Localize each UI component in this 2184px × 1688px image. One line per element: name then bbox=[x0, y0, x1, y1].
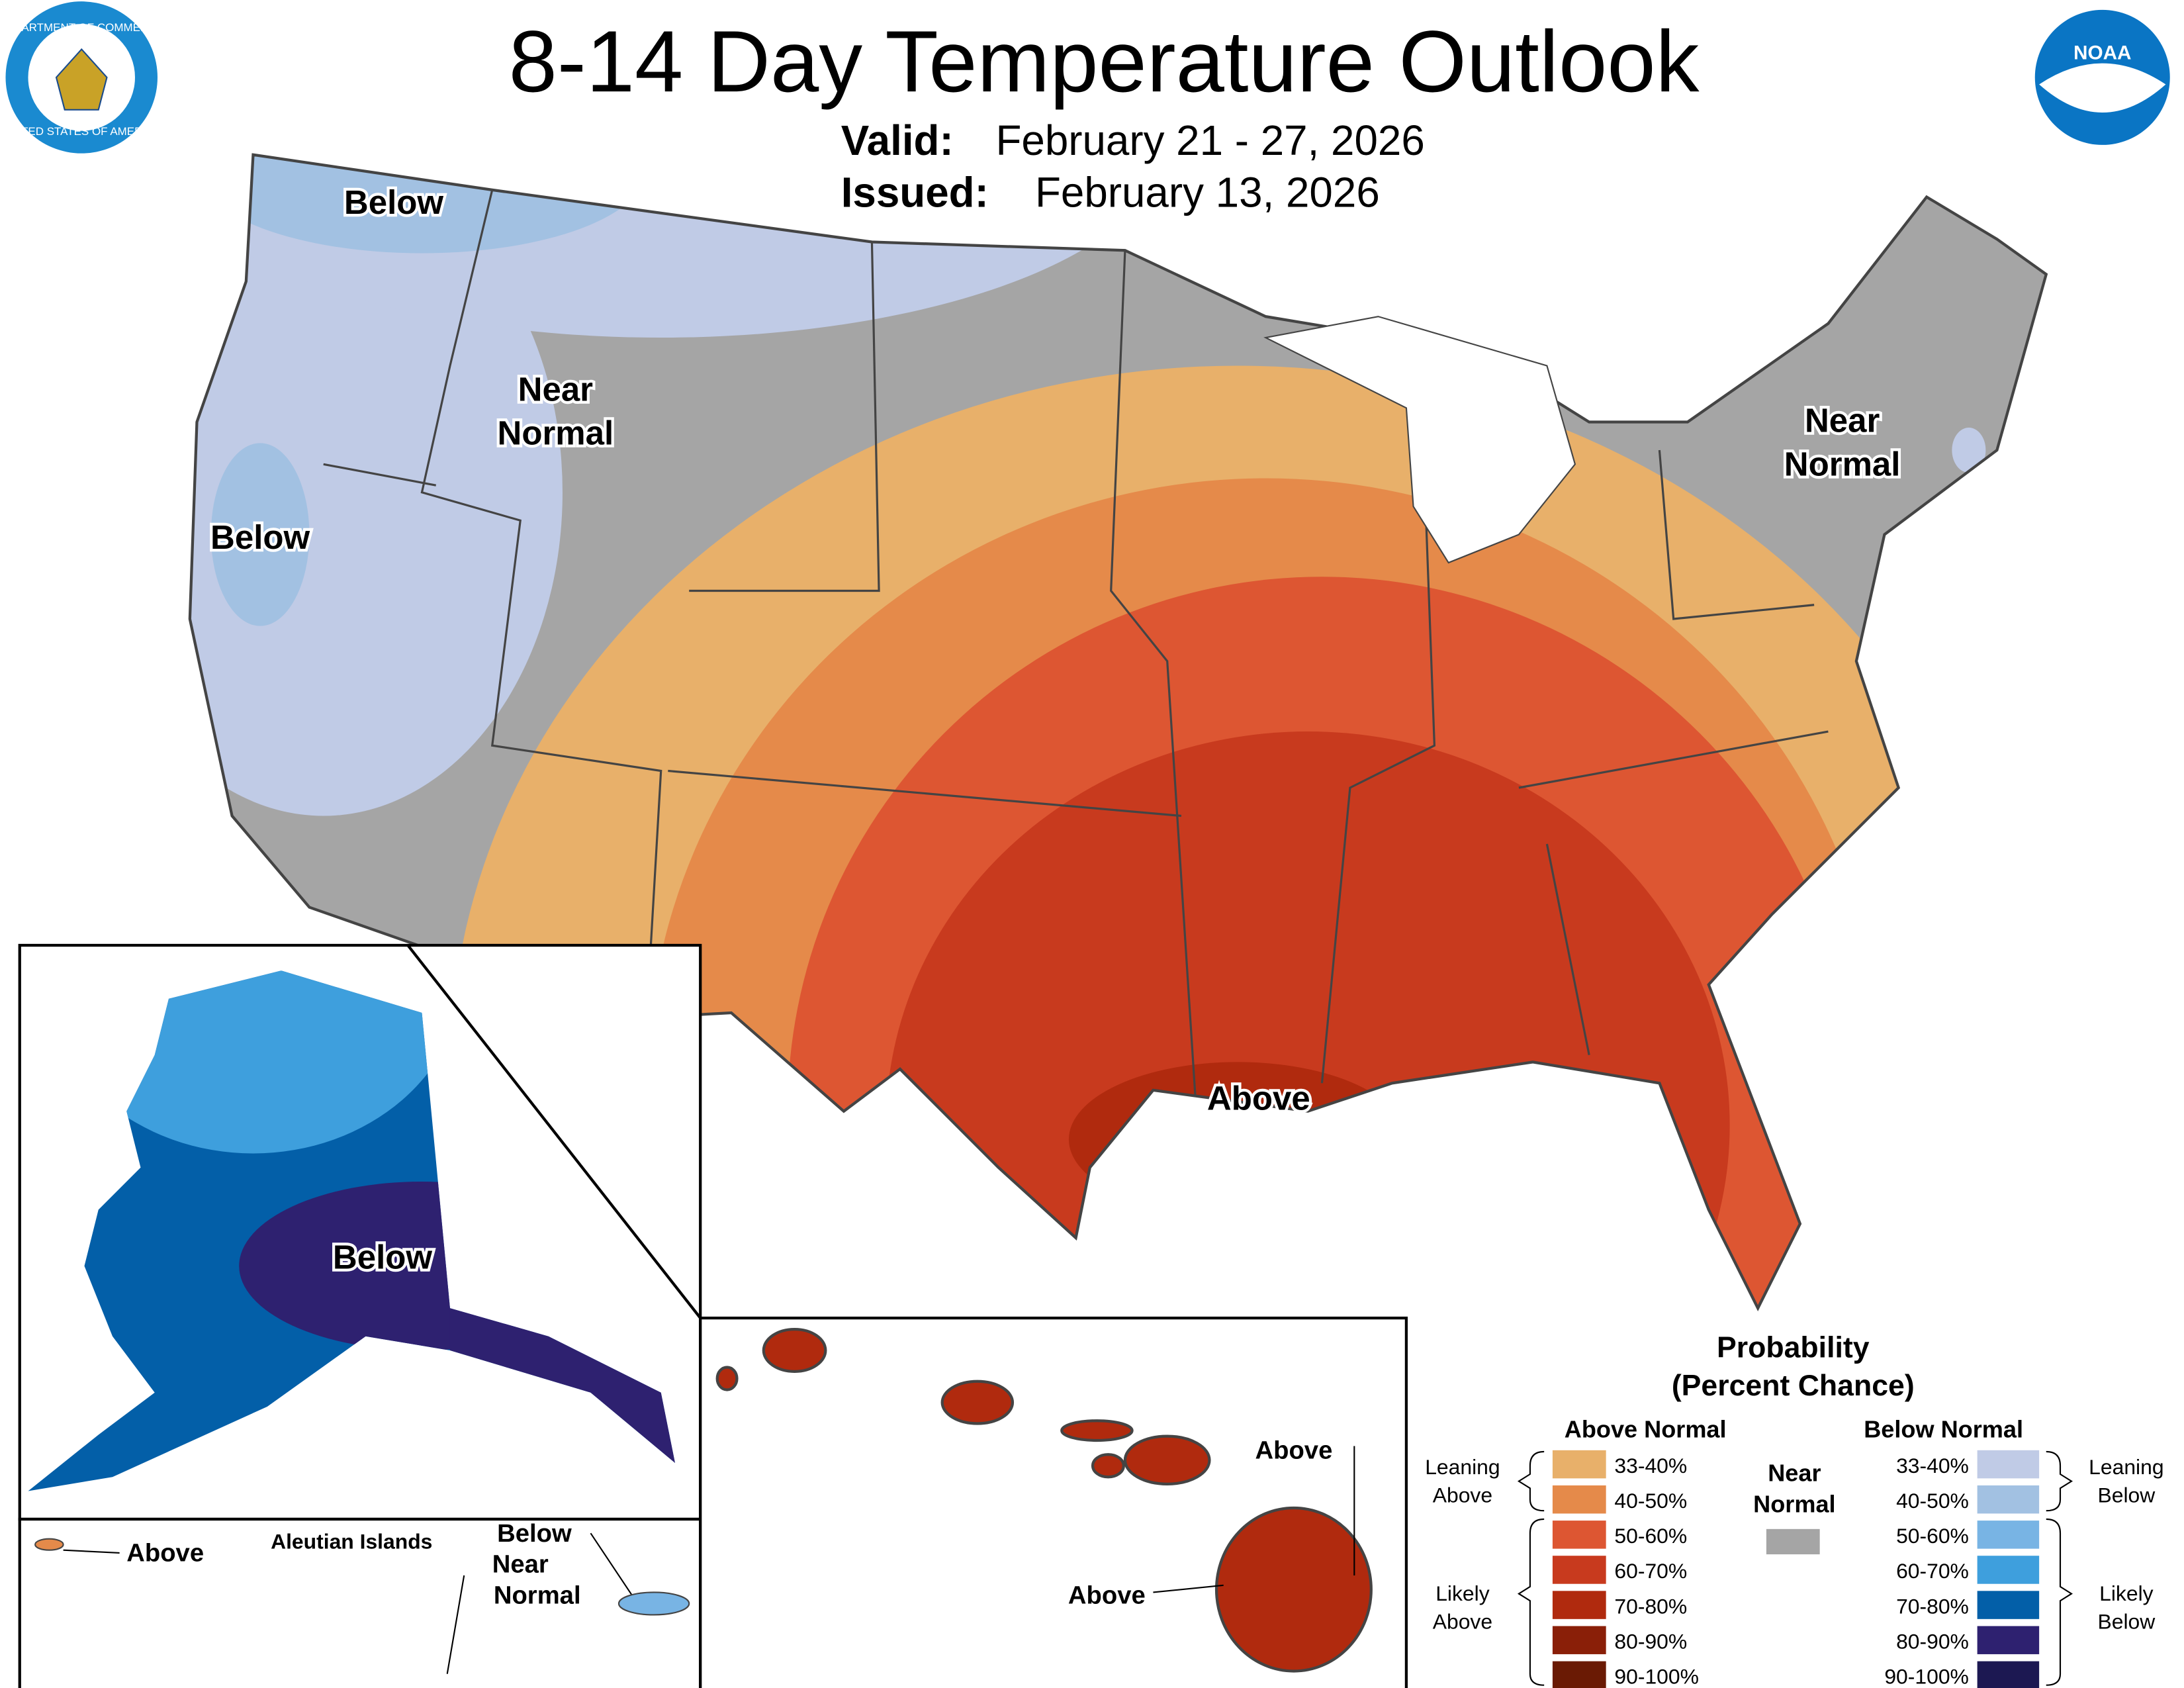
legend-group: Leaning bbox=[1425, 1455, 1500, 1479]
pointer bbox=[63, 1549, 120, 1554]
legend-swatch bbox=[1552, 1521, 1606, 1549]
legend-group: Likely bbox=[1435, 1581, 1490, 1605]
legend-group: Below bbox=[2097, 1483, 2156, 1507]
hawaii bbox=[715, 1327, 1373, 1673]
island bbox=[762, 1327, 827, 1373]
legend-label: 70-80% bbox=[1614, 1594, 1687, 1618]
legend-header: Above Normal bbox=[1565, 1416, 1727, 1443]
map-label: Near bbox=[1805, 401, 1880, 439]
legend-swatch bbox=[1552, 1485, 1606, 1514]
noaa-logo: NOAA bbox=[2034, 9, 2170, 145]
legend-label: 80-90% bbox=[1896, 1629, 1969, 1653]
map-label: Below bbox=[344, 183, 443, 221]
commerce-logo: DEPARTMENT OF COMMERCE UNITED STATES OF … bbox=[0, 1, 164, 154]
valid-label: Valid: bbox=[841, 117, 954, 164]
map-label: Normal bbox=[1784, 445, 1901, 483]
map-label: Above bbox=[1207, 1080, 1310, 1117]
island bbox=[617, 1591, 690, 1616]
below-area bbox=[210, 443, 310, 626]
legend-group: Above bbox=[1433, 1610, 1492, 1634]
pointer bbox=[1153, 1446, 1355, 1593]
legend-swatch bbox=[1977, 1450, 2040, 1479]
title: 8-14 Day Temperature Outlook bbox=[509, 13, 1700, 110]
legend-swatch bbox=[1977, 1485, 2040, 1514]
below-area bbox=[1952, 428, 1986, 473]
legend-group: Likely bbox=[2099, 1581, 2154, 1605]
legend-swatch bbox=[1977, 1591, 2040, 1619]
map-label: Below bbox=[333, 1239, 432, 1276]
island bbox=[1214, 1506, 1373, 1673]
map-label: Above bbox=[1255, 1436, 1332, 1465]
legend-label: 50-60% bbox=[1896, 1524, 1969, 1548]
map-label: Above bbox=[1068, 1581, 1146, 1609]
legend: Probability (Percent Chance) Above Norma… bbox=[1425, 1332, 2164, 1688]
legend-group: Above bbox=[1433, 1483, 1492, 1507]
island bbox=[1123, 1434, 1211, 1485]
issued-value: February 13, 2026 bbox=[1035, 168, 1380, 216]
legend-swatch bbox=[1766, 1528, 1820, 1555]
legend-group: Leaning bbox=[2089, 1455, 2163, 1479]
legend-swatch bbox=[1552, 1591, 1606, 1619]
legend-near: Near bbox=[1768, 1460, 1821, 1487]
legend-label: 40-50% bbox=[1614, 1489, 1687, 1513]
map-label: Normal bbox=[494, 1581, 581, 1609]
map-label: Aleutian Islands bbox=[271, 1530, 432, 1554]
issued-label: Issued: bbox=[841, 168, 989, 216]
state-borders bbox=[323, 189, 1829, 1098]
legend-swatch bbox=[1552, 1626, 1606, 1654]
legend-swatch bbox=[1977, 1626, 2040, 1654]
island bbox=[1060, 1419, 1134, 1442]
island bbox=[940, 1380, 1015, 1425]
legend-title: Probability bbox=[1717, 1332, 1870, 1364]
aleutian-inset bbox=[18, 1517, 702, 1688]
legend-swatch bbox=[1552, 1450, 1606, 1479]
logo-text: NOAA bbox=[2073, 42, 2132, 64]
great-lakes bbox=[1263, 316, 1576, 564]
legend-near: Normal bbox=[1753, 1490, 1835, 1517]
map-label: Near bbox=[492, 1550, 549, 1579]
legend-label: 33-40% bbox=[1896, 1454, 1969, 1477]
legend-swatch bbox=[1552, 1556, 1606, 1584]
map-label: Below bbox=[497, 1519, 572, 1548]
legend-label: 70-80% bbox=[1896, 1594, 1969, 1618]
map-label: Normal bbox=[498, 414, 614, 452]
island bbox=[1091, 1453, 1125, 1479]
legend-title: (Percent Chance) bbox=[1672, 1370, 1915, 1402]
map-label: Above bbox=[126, 1539, 204, 1568]
legend-header: Below Normal bbox=[1864, 1416, 2023, 1443]
legend-swatch bbox=[1552, 1661, 1606, 1688]
logo-text: DEPARTMENT OF COMMERCE bbox=[0, 21, 164, 34]
legend-label: 90-100% bbox=[1614, 1665, 1699, 1688]
legend-label: 60-70% bbox=[1896, 1559, 1969, 1583]
legend-label: 80-90% bbox=[1614, 1629, 1687, 1653]
legend-swatch bbox=[1977, 1661, 2040, 1688]
legend-label: 50-60% bbox=[1614, 1524, 1687, 1548]
island bbox=[34, 1538, 64, 1551]
legend-swatch bbox=[1977, 1521, 2040, 1549]
map-label: Near bbox=[518, 371, 594, 408]
legend-group: Below bbox=[2097, 1610, 2156, 1634]
legend-swatch bbox=[1977, 1556, 2040, 1584]
legend-label: 90-100% bbox=[1884, 1665, 1969, 1688]
map-label: Below bbox=[210, 518, 310, 556]
valid-value: February 21 - 27, 2026 bbox=[995, 117, 1424, 164]
logo-text: UNITED STATES OF AMERICA bbox=[2, 125, 162, 138]
legend-label: 60-70% bbox=[1614, 1559, 1687, 1583]
legend-bracket bbox=[1517, 1450, 2073, 1686]
inset-connector bbox=[406, 944, 702, 1319]
pointer bbox=[446, 1532, 634, 1674]
legend-label: 33-40% bbox=[1614, 1454, 1687, 1477]
legend-label: 40-50% bbox=[1896, 1489, 1969, 1513]
island bbox=[715, 1366, 739, 1391]
